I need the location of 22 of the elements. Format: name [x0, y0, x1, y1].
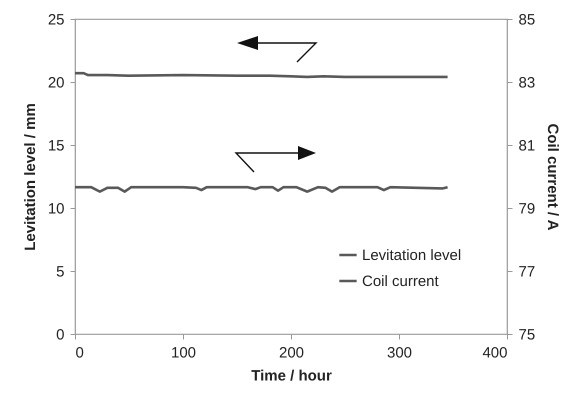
- y-tick-label: 15: [48, 138, 64, 154]
- y-tick-label: 0: [56, 326, 64, 344]
- y-tick-label: 5: [56, 264, 64, 280]
- x-tick-label: 0: [76, 344, 84, 362]
- y-tick-label: 10: [48, 200, 64, 218]
- y-axis-title: Levitation level / mm: [22, 103, 39, 251]
- legend-label: Levitation level: [362, 247, 462, 264]
- y2-axis-title: Coil current / A: [544, 124, 562, 231]
- y2-tick-label: 75: [518, 326, 536, 344]
- y2-tick-label: 85: [518, 12, 536, 28]
- y2-tick-label: 81: [518, 138, 536, 154]
- x-tick-label: 400: [482, 344, 508, 362]
- x-tick-label: 300: [386, 344, 412, 362]
- y2-tick-label: 83: [518, 74, 536, 92]
- x-tick-label: 100: [170, 344, 196, 362]
- legend-label: Coil current: [362, 273, 440, 290]
- y-tick-label: 25: [48, 12, 64, 28]
- x-axis-title: Time / hour: [251, 368, 332, 384]
- x-tick-label: 200: [278, 344, 304, 362]
- y-tick-label: 20: [48, 74, 64, 92]
- y2-tick-label: 77: [518, 264, 536, 280]
- y2-tick-label: 79: [518, 200, 536, 218]
